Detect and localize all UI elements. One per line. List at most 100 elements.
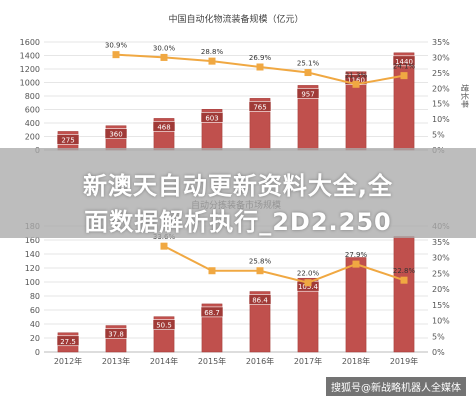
chart2-y-tick-label: 80	[30, 292, 40, 301]
chart1-y2-tick-label: 20%	[432, 84, 450, 93]
chart1-y-tick-label: 1000	[20, 79, 40, 88]
chart1-y2-tick-label: 5%	[432, 131, 445, 140]
chart1-bar-value-label: 1160	[347, 77, 365, 85]
chart1-bar-value-label: 275	[61, 136, 74, 144]
chart2-bar-label-box	[248, 294, 272, 305]
chart2-bar-label-box	[56, 335, 80, 347]
chart1-y-tick-label: 600	[25, 106, 40, 115]
headline-overlay: 新澳天自动更新资料大全,全 面数据解析执行_2D2.250	[0, 148, 476, 238]
chart1-bar-value-label: 1440	[395, 58, 413, 66]
chart2-growth-point	[352, 260, 360, 268]
chart1-growth-label: 30.0%	[153, 44, 176, 52]
chart2-y2-tick-label: 0%	[432, 348, 445, 357]
chart1-bar-value-label: 603	[205, 114, 218, 122]
chart1-growth-point	[160, 53, 168, 61]
chart2-growth-label: 22.0%	[297, 270, 320, 278]
chart2-y-tick-label: 160	[25, 236, 40, 245]
chart2-growth-point	[400, 276, 408, 284]
chart2-bar-value-label: 68.7	[204, 309, 220, 317]
chart1-y-tick-label: 400	[25, 119, 40, 128]
chart2-x-tick-label: 2019年	[390, 356, 418, 366]
chart1-y-tick-label: 1400	[20, 52, 40, 61]
chart2-x-tick-label: 2014年	[150, 356, 178, 366]
chart2-growth-point	[256, 267, 264, 275]
chart2-growth-label: 25.8%	[249, 258, 272, 266]
chart2-bar	[297, 277, 319, 353]
chart2-bar-label-box	[152, 319, 176, 330]
chart1-bar-label-box	[104, 128, 128, 139]
chart2-growth-label: 27.9%	[345, 251, 368, 259]
chart1-bar-label-box	[56, 134, 80, 145]
headline-line-2: 面数据解析执行_2D2.250	[84, 208, 392, 236]
chart1-growth-label: 30.9%	[105, 42, 128, 50]
chart2-x-tick-label: 2017年	[294, 356, 322, 366]
chart1-y2-tick-label: 25%	[432, 69, 450, 78]
chart1-growth-point	[208, 57, 216, 65]
chart2-growth-line	[163, 245, 405, 284]
chart1-bar-label-box	[392, 55, 416, 67]
chart2-y-tick-label: 20	[30, 334, 40, 343]
chart2-y-tick-label: 60	[30, 306, 40, 315]
watermark: 搜狐号@新战略机器人全媒体	[326, 377, 466, 396]
chart2-y2-tick-label: 15%	[432, 301, 450, 310]
chart2-growth-point	[160, 242, 168, 250]
chart1-bar-value-label: 360	[109, 131, 122, 139]
headline-line-1: 新澳天自动更新资料大全,全	[82, 172, 394, 200]
chart2-growth-point	[304, 279, 312, 287]
chart1-bar-label-box	[200, 111, 224, 123]
chart1-y-tick-label: 800	[25, 92, 40, 101]
chart1-growth-point	[352, 80, 360, 88]
chart1-bar-value-label: 957	[301, 90, 314, 98]
chart2-y-tick-label: 120	[25, 264, 40, 273]
chart2-y2-tick-label: 35%	[432, 238, 450, 247]
chart1-bar-label-box	[152, 121, 176, 132]
chart1-y2-axis-label: 增长率	[460, 84, 470, 108]
chart2-y-tick-label: 0	[35, 348, 40, 357]
chart2-growth-point	[208, 267, 216, 275]
chart2-bar-value-label: 105.4	[298, 283, 319, 291]
chart1-bar-label-box	[296, 88, 320, 99]
chart2-bar	[249, 291, 271, 353]
chart1-bar-value-label: 765	[253, 103, 266, 111]
chart2-x-tick-label: 2013年	[102, 356, 130, 366]
chart2-growth-label: 22.8%	[393, 267, 416, 275]
chart1-growth-label: 25.1%	[297, 60, 320, 68]
chart1-growth-label: 28.8%	[201, 48, 224, 56]
chart2-bar-value-label: 37.8	[108, 331, 124, 339]
chart2-bar-value-label: 27.5	[60, 338, 76, 346]
chart2-x-tick-label: 2018年	[342, 356, 370, 366]
chart1-y2-tick-label: 35%	[432, 38, 450, 47]
chart2-y-tick-label: 140	[25, 250, 40, 259]
chart1-growth-point	[112, 51, 120, 59]
chart1-y2-tick-label: 15%	[432, 100, 450, 109]
chart1-growth-point	[304, 69, 312, 77]
chart1-y-tick-label: 1200	[20, 65, 40, 74]
chart1-y-tick-label: 1600	[20, 38, 40, 47]
chart2-bar	[345, 257, 367, 353]
chart2-y2-tick-label: 10%	[432, 317, 450, 326]
chart2-x-tick-label: 2012年	[54, 356, 82, 366]
chart2-y2-tick-label: 20%	[432, 285, 450, 294]
chart2-bar-label-box	[104, 328, 128, 339]
chart1-growth-label: 24.1%	[393, 63, 416, 71]
chart2-y2-tick-label: 30%	[432, 254, 450, 263]
chart2-bar-value-label: 50.5	[156, 322, 172, 330]
chart1-bar-label-box	[248, 101, 272, 112]
chart1-growth-label: 26.9%	[249, 54, 272, 62]
chart1-growth-point	[256, 63, 264, 71]
chart2-bar-value-label: 86.4	[252, 297, 268, 305]
chart2-y-tick-label: 100	[25, 278, 40, 287]
chart1-y-tick-label: 200	[25, 133, 40, 142]
chart2-bar	[393, 236, 415, 353]
chart2-y2-tick-label: 25%	[432, 269, 450, 278]
chart2-x-tick-label: 2016年	[246, 356, 274, 366]
chart1-title: 中国自动化物流装备规模（亿元）	[168, 13, 303, 25]
chart1-bar-value-label: 468	[157, 123, 170, 131]
chart1-y2-tick-label: 10%	[432, 115, 450, 124]
chart1-y2-tick-label: 30%	[432, 53, 450, 62]
chart2-bar-label-box	[200, 306, 224, 318]
chart2-y2-tick-label: 5%	[432, 332, 445, 341]
chart2-x-tick-label: 2015年	[198, 356, 226, 366]
